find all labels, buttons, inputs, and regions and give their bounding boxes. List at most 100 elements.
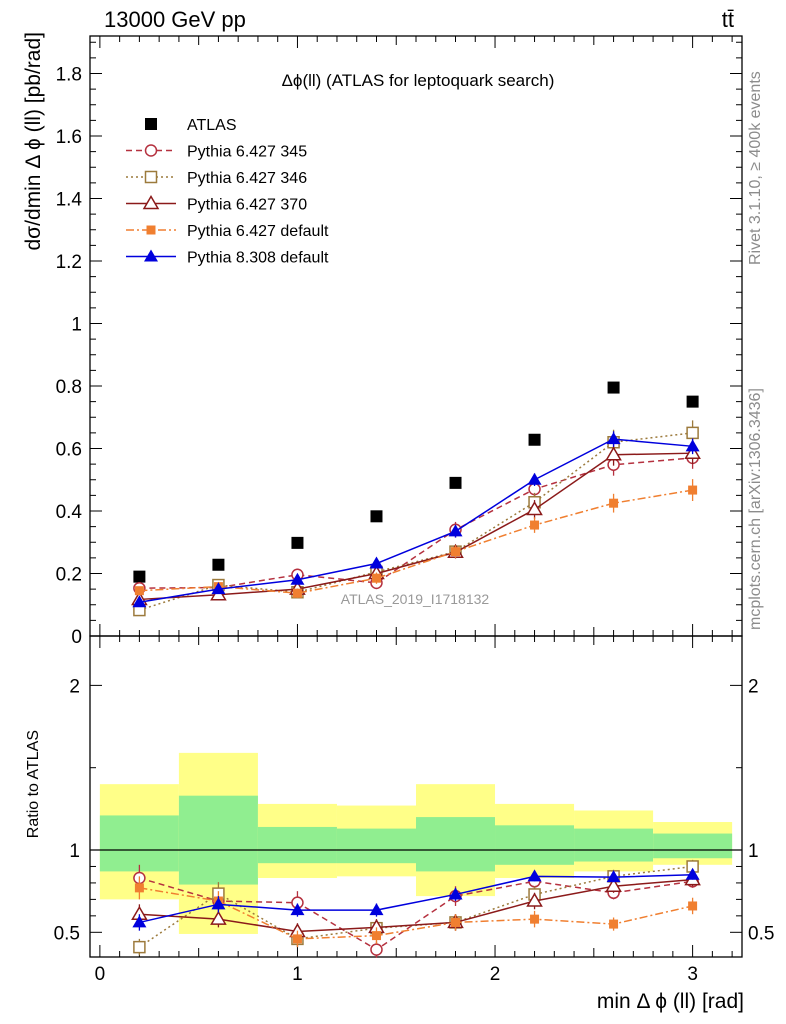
- main-data-point: [370, 510, 383, 523]
- legend-marker: [144, 249, 158, 262]
- x-axis-label: min Δ ϕ (ll) [rad]: [597, 990, 744, 1013]
- main-data-point: [530, 520, 540, 530]
- main-series-line: [139, 452, 693, 601]
- y-tick-label: 0: [71, 627, 82, 648]
- collision-label: 13000 GeV pp: [104, 7, 246, 32]
- y-tick-label: 0.6: [56, 440, 82, 461]
- ratio-y-tick-label: 0.5: [54, 923, 80, 944]
- main-data-point: [371, 573, 381, 583]
- ratio-data-point: [132, 915, 147, 928]
- y-axis-label: dσ/dmin Δ ϕ (ll) [pb/rad]: [22, 32, 45, 251]
- stat-uncertainty-band: [257, 826, 337, 864]
- ratio-data-point: [370, 943, 383, 956]
- ratio-data-point: [369, 903, 384, 916]
- y-tick-label: 1.4: [56, 190, 83, 211]
- ratio-data-point: [134, 883, 144, 893]
- ratio-plot-panel: 0 1 2 3 0.5 0.5 1 1 2 2: [54, 36, 774, 985]
- main-data-point: [133, 570, 146, 583]
- legend-label: Pythia 6.427 default: [187, 223, 329, 240]
- x-tick-label: 2: [490, 964, 501, 985]
- legend-marker: [146, 225, 156, 235]
- main-data-point: [448, 524, 463, 537]
- legend-label: ATLAS: [187, 117, 237, 134]
- chart-title: Δϕ(ll) (ATLAS for leptoquark search): [282, 71, 555, 90]
- ratio-data-point: [606, 870, 621, 883]
- ratio-data-point: [371, 931, 381, 941]
- ratio-data-point: [685, 867, 700, 880]
- mcplots-label: mcplots.cern.ch [arXiv:1306.3436]: [747, 388, 764, 630]
- ratio-data-point: [527, 869, 542, 882]
- main-data-point: [606, 432, 621, 445]
- main-plot-panel: 0 0.2 0.4 0.6 0.8 1 1.2 1.4 1.6 1.8: [56, 35, 743, 648]
- legend: ATLAS Pythia 6.427 345 Pythia 6.427 346 Pyt…: [126, 117, 329, 267]
- main-data-point: [291, 536, 304, 549]
- main-data-point: [685, 439, 700, 452]
- ratio-series-line: [139, 878, 693, 933]
- legend-label: Pythia 6.427 370: [187, 197, 307, 214]
- main-data-point: [605, 446, 622, 461]
- ratio-data-point: [290, 903, 305, 916]
- stat-uncertainty-band: [178, 795, 258, 885]
- legend-label: Pythia 6.427 346: [187, 170, 307, 187]
- ratio-y-tick-label-right: 2: [748, 676, 759, 697]
- ratio-series-4: [132, 867, 700, 931]
- main-data-point: [134, 586, 144, 596]
- ratio-data-point: [688, 901, 698, 911]
- main-series-1: [133, 446, 699, 595]
- ratio-data-point: [133, 940, 146, 954]
- y-tick-label: 1: [71, 315, 82, 336]
- ratio-data-point: [448, 887, 463, 900]
- main-data-point: [607, 381, 620, 394]
- main-series-line: [139, 457, 693, 589]
- legend-marker: [144, 144, 158, 157]
- main-data-point: [212, 558, 225, 571]
- main-series-line: [139, 432, 693, 611]
- main-data-point: [211, 582, 226, 595]
- main-data-point: [451, 547, 461, 557]
- legend-label: Pythia 8.308 default: [187, 250, 329, 267]
- main-data-point: [290, 572, 305, 585]
- stat-uncertainty-band: [653, 833, 733, 859]
- main-series-0: [133, 381, 699, 583]
- main-data-point: [609, 498, 619, 508]
- ratio-y-axis-label: Ratio to ATLAS: [25, 730, 42, 838]
- main-data-point: [132, 595, 147, 608]
- x-tick-label: 0: [95, 964, 106, 985]
- ratio-data-point: [605, 877, 622, 892]
- ratio-data-point: [526, 892, 543, 907]
- main-series-line: [139, 438, 693, 603]
- legend-marker: [144, 170, 158, 184]
- ratio-data-point: [530, 914, 540, 924]
- ratio-series-line: [139, 873, 693, 924]
- ratio-data-point: [210, 910, 227, 925]
- ratio-y-tick-label: 2: [69, 676, 80, 697]
- ratio-data-point: [211, 897, 226, 910]
- stat-uncertainty-band: [495, 825, 575, 865]
- x-tick-label: 1: [292, 964, 303, 985]
- ratio-data-point: [609, 919, 619, 929]
- ratio-y-tick-label-right: 1: [748, 841, 759, 862]
- main-data-point: [528, 433, 541, 446]
- main-data-point: [526, 500, 543, 516]
- ratio-y-tick-label-right: 0.5: [748, 923, 774, 944]
- analysis-watermark: ATLAS_2019_I1718132: [341, 591, 490, 607]
- stat-uncertainty-band: [416, 817, 496, 872]
- stat-uncertainty-band: [336, 828, 416, 864]
- main-series-5: [132, 431, 700, 608]
- y-tick-label: 1.6: [56, 127, 82, 148]
- legend-label: Pythia 6.427 345: [187, 144, 307, 161]
- y-tick-label: 0.4: [56, 502, 83, 523]
- main-data-point: [449, 476, 462, 489]
- main-data-point: [527, 472, 542, 485]
- y-tick-label: 0.8: [56, 377, 82, 398]
- x-tick-label: 3: [687, 964, 698, 985]
- main-data-point: [292, 588, 302, 598]
- main-data-point: [686, 395, 699, 408]
- main-data-point: [369, 556, 384, 569]
- main-data-point: [688, 485, 698, 495]
- stat-uncertainty-band: [99, 815, 179, 872]
- y-tick-label: 1.2: [56, 252, 82, 273]
- rivet-label: Rivet 3.1.10, ≥ 400k events: [747, 71, 764, 265]
- y-tick-label: 1.8: [56, 65, 82, 86]
